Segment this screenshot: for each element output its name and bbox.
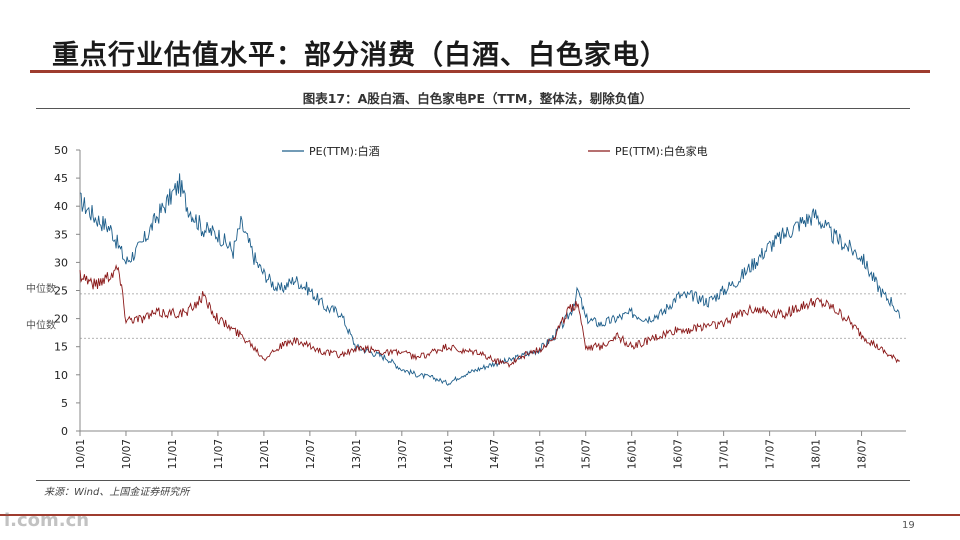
source-note: 来源：Wind、上国金证券研究所 bbox=[44, 487, 190, 498]
page-number: 19 bbox=[902, 520, 915, 531]
page-title: 重点行业估值水平：部分消费（白酒、白色家电） bbox=[52, 40, 668, 71]
y-tick-label: 5 bbox=[61, 397, 68, 410]
x-tick-label: 15/01 bbox=[535, 439, 547, 469]
x-tick-label: 16/01 bbox=[627, 439, 639, 469]
x-tick-label: 11/01 bbox=[167, 439, 179, 469]
x-tick-label: 10/01 bbox=[75, 439, 87, 469]
x-tick-label: 14/07 bbox=[489, 439, 501, 469]
x-tick-label: 11/07 bbox=[213, 439, 225, 469]
y-tick-label: 10 bbox=[54, 369, 68, 382]
series-line-2 bbox=[79, 263, 901, 369]
y-tick-label: 35 bbox=[54, 228, 68, 241]
y-tick-label: 45 bbox=[54, 172, 68, 185]
y-tick-label: 50 bbox=[54, 144, 68, 157]
y-tick-label: 0 bbox=[61, 425, 68, 438]
x-tick-label: 16/07 bbox=[673, 439, 685, 469]
x-tick-label: 12/07 bbox=[305, 439, 317, 469]
legend-label-2: PE(TTM):白色家电 bbox=[615, 144, 708, 158]
x-tick-label: 14/01 bbox=[443, 439, 455, 469]
y-tick-label: 30 bbox=[54, 256, 68, 269]
x-tick-label: 18/07 bbox=[857, 439, 869, 469]
x-tick-label: 15/07 bbox=[581, 439, 593, 469]
x-tick-label: 17/07 bbox=[765, 439, 777, 469]
x-tick-label: 17/01 bbox=[719, 439, 731, 469]
footer-rule bbox=[0, 514, 960, 516]
x-tick-label: 13/07 bbox=[397, 439, 409, 469]
watermark: i.com.cn bbox=[4, 510, 90, 531]
source-rule bbox=[36, 480, 910, 481]
x-tick-label: 10/07 bbox=[121, 439, 133, 469]
x-tick-label: 13/01 bbox=[351, 439, 363, 469]
chart-title-rule bbox=[36, 108, 910, 109]
y-tick-label: 25 bbox=[54, 285, 68, 298]
series-line-1 bbox=[79, 173, 901, 386]
y-tick-label: 15 bbox=[54, 341, 68, 354]
y-tick-label: 40 bbox=[54, 200, 68, 213]
median-label: 中位数 bbox=[26, 282, 56, 295]
x-tick-label: 18/01 bbox=[811, 439, 823, 469]
median-label: 中位数 bbox=[26, 318, 56, 331]
y-tick-label: 20 bbox=[54, 313, 68, 326]
chart-title: 图表17：A股白酒、白色家电PE（TTM，整体法，剔除负值） bbox=[302, 91, 653, 106]
legend-label-1: PE(TTM):白酒 bbox=[309, 144, 380, 158]
title-underline bbox=[30, 70, 930, 73]
x-tick-label: 12/01 bbox=[259, 439, 271, 469]
